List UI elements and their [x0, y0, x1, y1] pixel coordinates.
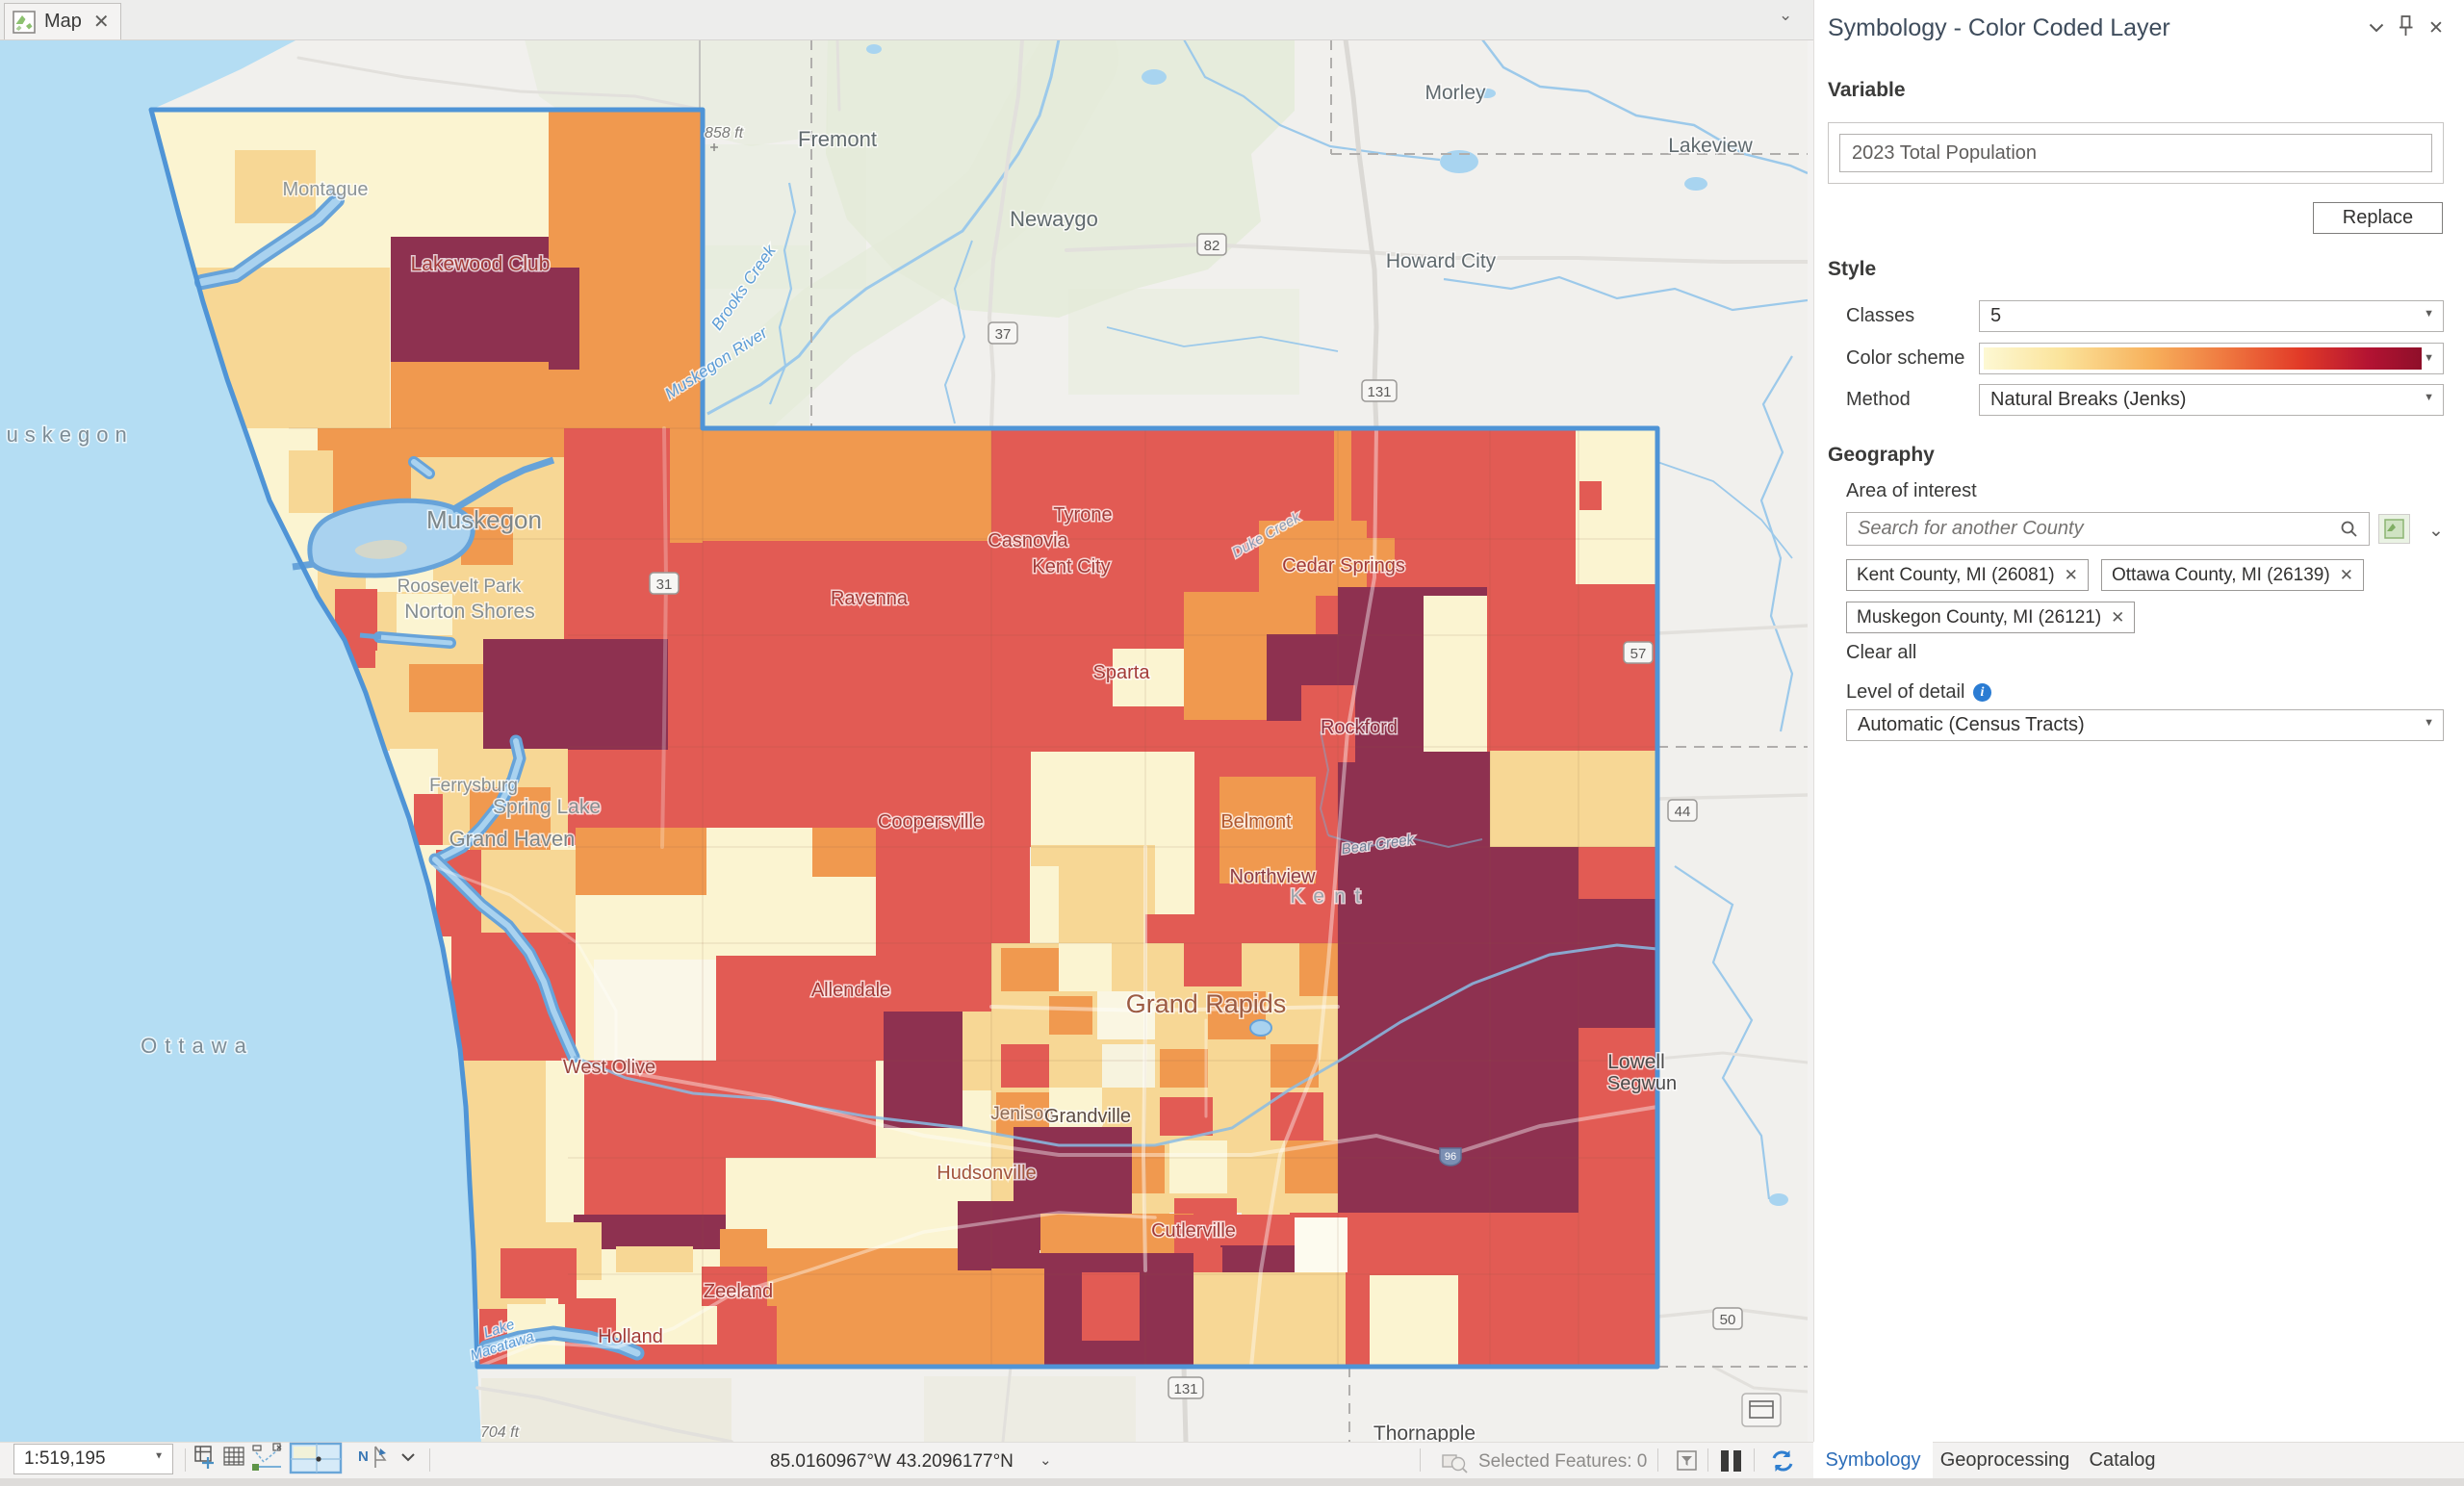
- svg-text:Tyrone: Tyrone: [1053, 504, 1112, 525]
- svg-text:Montague: Montague: [283, 179, 369, 200]
- svg-text:Holland: Holland: [598, 1326, 663, 1347]
- svg-text:Muskegon: Muskegon: [0, 423, 134, 447]
- svg-text:Lowell: Lowell: [1607, 1051, 1665, 1073]
- svg-text:37: 37: [995, 326, 1012, 343]
- svg-text:Kent City: Kent City: [1032, 556, 1110, 577]
- svg-text:N: N: [358, 1448, 369, 1465]
- svg-text:96: 96: [1445, 1151, 1456, 1163]
- svg-text:Spring Lake: Spring Lake: [493, 796, 601, 818]
- svg-text:44: 44: [1675, 804, 1691, 820]
- svg-text:Segwun: Segwun: [1607, 1073, 1677, 1094]
- svg-text:Sparta: Sparta: [1093, 662, 1151, 683]
- svg-text:Zeeland: Zeeland: [704, 1281, 773, 1302]
- svg-text:Kent: Kent: [1290, 885, 1370, 908]
- svg-text:Ravenna: Ravenna: [831, 588, 909, 609]
- svg-text:858 ft: 858 ft: [705, 125, 744, 141]
- svg-text:Cutlerville: Cutlerville: [1151, 1220, 1236, 1242]
- svg-text:Grandville: Grandville: [1044, 1106, 1131, 1127]
- svg-text:Grand Haven: Grand Haven: [449, 827, 576, 851]
- svg-text:Ferrysburg: Ferrysburg: [429, 776, 518, 796]
- svg-text:82: 82: [1204, 238, 1220, 254]
- svg-text:Grand Rapids: Grand Rapids: [1126, 989, 1287, 1018]
- svg-text:Newaygo: Newaygo: [1010, 207, 1098, 231]
- svg-text:Morley: Morley: [1424, 82, 1486, 104]
- svg-text:Casnovia: Casnovia: [988, 530, 1068, 551]
- svg-text:Hudsonville: Hudsonville: [937, 1163, 1036, 1184]
- svg-text:Belmont: Belmont: [1220, 811, 1292, 833]
- svg-text:Norton Shores: Norton Shores: [404, 601, 534, 623]
- svg-text:704 ft: 704 ft: [480, 1424, 520, 1441]
- svg-text:Lakewood Club: Lakewood Club: [411, 253, 551, 275]
- svg-text:West Olive: West Olive: [563, 1057, 655, 1078]
- svg-text:Coopersville: Coopersville: [878, 811, 984, 833]
- svg-text:Ottawa: Ottawa: [141, 1034, 254, 1058]
- svg-text:Roosevelt Park: Roosevelt Park: [398, 576, 522, 597]
- svg-text:Lakeview: Lakeview: [1668, 135, 1753, 157]
- svg-text:Rockford: Rockford: [1321, 717, 1398, 738]
- svg-text:Thornapple: Thornapple: [1373, 1422, 1476, 1442]
- svg-text:Jenison: Jenison: [990, 1104, 1054, 1124]
- svg-text:31: 31: [656, 576, 673, 593]
- svg-text:57: 57: [1630, 646, 1647, 662]
- svg-text:131: 131: [1367, 384, 1391, 400]
- svg-text:50: 50: [1720, 1312, 1736, 1328]
- svg-text:Fremont: Fremont: [798, 127, 877, 151]
- svg-text:Muskegon: Muskegon: [426, 505, 542, 534]
- svg-text:Allendale: Allendale: [811, 980, 890, 1001]
- svg-text:Howard City: Howard City: [1386, 250, 1497, 272]
- svg-text:Cedar Springs: Cedar Springs: [1282, 555, 1405, 576]
- svg-text:Northview: Northview: [1230, 866, 1316, 887]
- svg-text:131: 131: [1173, 1381, 1197, 1397]
